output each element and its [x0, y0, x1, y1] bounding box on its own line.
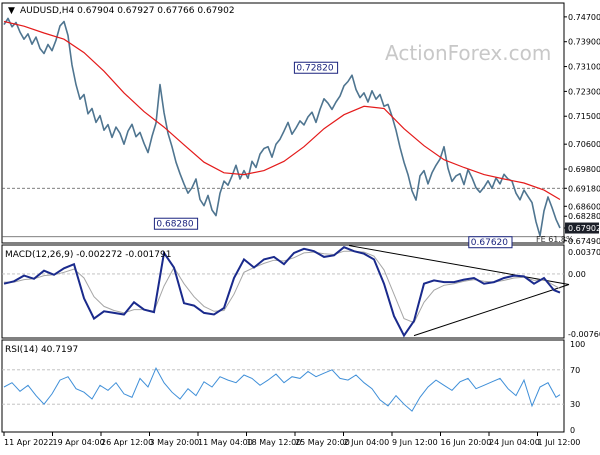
price-dropdown-icon[interactable]: ▼ [8, 6, 15, 16]
watermark: ActionForex.com [385, 41, 551, 65]
rsi-y-label: 0 [570, 426, 575, 435]
rsi-panel [1, 339, 565, 433]
macd-y-label: 0.00 [568, 270, 586, 279]
x-tick-label: 16 Jun 20:00 [441, 438, 492, 447]
macd-y-label: -0.007608 [568, 330, 600, 339]
price-y-label: 0.69180 [568, 184, 600, 193]
price-panel [1, 2, 565, 244]
price-label: 0.68280 [156, 220, 193, 230]
macd-y-label: 0.003703 [568, 248, 600, 257]
macd-trendline [413, 284, 570, 337]
x-tick-label: 18 May 12:00 [247, 438, 302, 447]
x-tick-label: 26 Apr 12:00 [101, 438, 153, 447]
x-tick-label: 1 Jul 12:00 [538, 438, 581, 447]
x-tick-label: 11 Apr 2022 [4, 438, 53, 447]
price-y-label: 0.68280 [568, 212, 600, 221]
macd-title: MACD(12,26,9) -0.002272 -0.001791 [5, 250, 171, 260]
rsi-line [3, 366, 561, 412]
price-y-label: 0.73900 [568, 38, 600, 47]
price-y-label: 0.69800 [568, 165, 600, 174]
price-y-label: 0.74700 [568, 13, 600, 22]
price-label: FE 61.8% [536, 235, 574, 244]
price-y-label: 0.67490 [568, 237, 600, 246]
x-tick-label: 3 May 20:00 [150, 438, 200, 447]
price-y-label: 0.70600 [568, 140, 600, 149]
price-label: 0.72820 [296, 64, 333, 74]
rsi-y-label: 30 [570, 400, 580, 409]
x-tick-label: 25 May 20:00 [295, 438, 350, 447]
price-y-label: 0.73100 [568, 63, 600, 72]
chart-header: AUDUSD,H4 0.67904 0.67927 0.67766 0.6790… [20, 6, 235, 16]
price-y-label: 0.71500 [568, 112, 600, 121]
x-tick-label: 19 Apr 04:00 [53, 438, 105, 447]
macd-plot [2, 245, 570, 338]
price-plot: 0.72820 0.68280 0.67620 FE 61.8% [2, 17, 574, 249]
price-y-label: 0.67902 [568, 224, 600, 233]
rsi-plot [2, 366, 564, 412]
price-label: 0.67620 [471, 238, 508, 248]
rsi-y-label: 70 [570, 366, 580, 375]
x-tick-label: 24 Jun 04:00 [489, 438, 540, 447]
x-tick-label: 2 Jun 04:00 [344, 438, 390, 447]
price-label-box [293, 61, 339, 74]
price-y-label: 0.72300 [568, 87, 600, 96]
moving-average-line [3, 20, 561, 201]
macd-trendline [348, 245, 570, 285]
current-price-marker [565, 222, 599, 234]
price-label-box [468, 236, 513, 249]
rsi-y-label: 100 [570, 340, 585, 349]
macd-panel [1, 244, 565, 339]
macd-line [3, 246, 561, 338]
axes: 0.674900.679020.682800.686000.691800.698… [3, 13, 600, 447]
rsi-title: RSI(14) 40.7197 [5, 345, 78, 355]
price-label-box [153, 217, 199, 230]
macd-signal-line [4, 250, 561, 324]
price-line [3, 17, 561, 237]
price-y-label: 0.68600 [568, 202, 600, 211]
x-tick-label: 9 Jun 12:00 [392, 438, 438, 447]
x-tick-label: 11 May 04:00 [198, 438, 253, 447]
